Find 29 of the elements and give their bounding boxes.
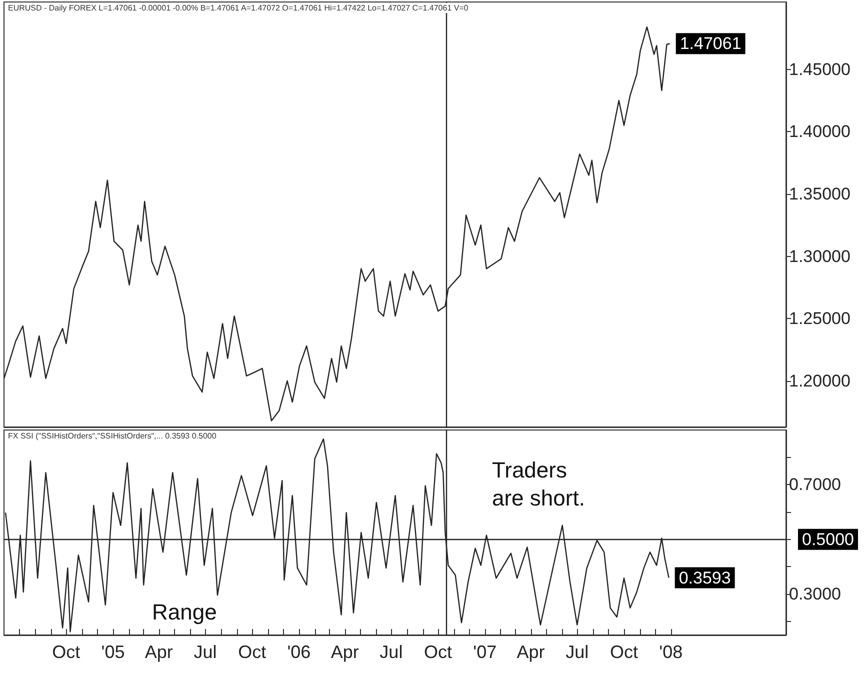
x-tick-label: Oct [52,642,80,662]
x-tick-label: Apr [144,642,173,662]
x-tick-label: '08 [659,642,683,662]
ref-line-label: 0.5000 [802,530,854,549]
data-label: 0.3593 [678,568,731,588]
y-tick-label: 1.35000 [789,184,850,204]
x-tick-label: Jul [566,642,589,662]
y-tick-label: 1.25000 [789,309,850,328]
x-tick-label: Apr [516,642,545,662]
y-tick-label: 0.3000 [789,584,841,604]
x-tick-label: Oct [424,642,452,662]
x-tick-label: Oct [238,642,266,662]
x-tick-label: Oct [610,642,638,662]
x-tick-label: '06 [287,642,311,662]
chart-title: FX SSI ("SSIHistOrders","SSIHistOrders",... 0.3593 0.5000 [8,432,217,440]
y-tick-label: 0.7000 [789,475,841,494]
x-tick-label: Jul [194,642,217,662]
annotation: Range [152,600,217,624]
chart-title: EURUSD - Daily FOREX L=1.47061 -0.00001 -0.00% B=1.47061 A=1.47072 O=1.47061 Hi=1.47422 Lo=1.47027 C=1.47061 V=0 [8,4,469,12]
y-tick-label: 1.40000 [789,122,850,142]
x-tick-label: Jul [380,642,403,662]
y-tick-label: 1.20000 [789,371,850,390]
data-label: 1.47061 [680,34,742,54]
x-tick-label: Apr [330,642,359,662]
annotation: Traders are short. [492,458,585,510]
y-tick-label: 1.30000 [789,246,850,266]
x-tick-label: '05 [101,642,125,662]
y-tick-label: 1.45000 [789,60,850,79]
x-tick-label: '07 [473,642,497,662]
